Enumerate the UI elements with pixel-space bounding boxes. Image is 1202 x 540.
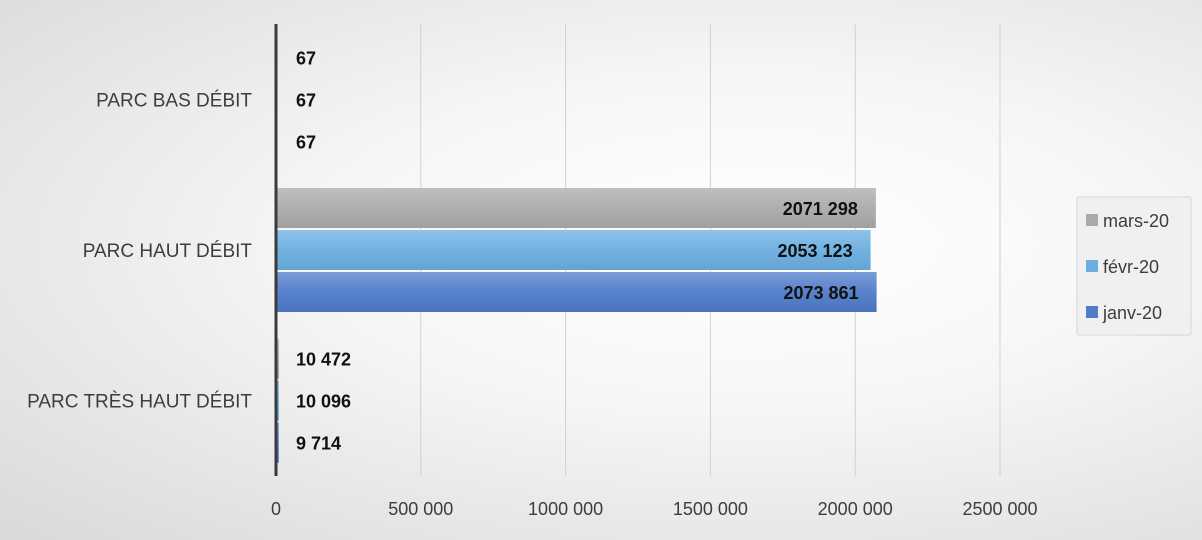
legend-swatch (1086, 306, 1098, 318)
legend-label: févr-20 (1103, 257, 1159, 277)
bar-sheen (276, 230, 871, 270)
legend-label: mars-20 (1103, 211, 1169, 231)
data-label: 2053 123 (778, 241, 853, 261)
data-label: 10 096 (296, 392, 351, 412)
legend-swatch (1086, 214, 1098, 226)
data-label: 2073 861 (784, 283, 859, 303)
data-label: 67 (296, 48, 316, 68)
data-label: 2071 298 (783, 199, 858, 219)
x-tick-label: 500 000 (388, 499, 453, 519)
legend: mars-20 févr-20 janv-20 (1076, 196, 1192, 336)
x-tick-label: 1500 000 (673, 499, 748, 519)
category-label: PARC HAUT DÉBIT (83, 241, 253, 262)
bar-sheen (276, 338, 280, 379)
x-tick-label: 2500 000 (962, 499, 1037, 519)
legend-box (1076, 196, 1192, 336)
data-label: 9 714 (296, 434, 341, 454)
x-tick-label: 2000 000 (818, 499, 893, 519)
data-label: 67 (296, 132, 316, 152)
bar-sheen (276, 272, 877, 312)
legend-label: janv-20 (1102, 303, 1162, 323)
x-tick-label: 0 (271, 499, 281, 519)
data-label: 10 472 (296, 350, 351, 370)
category-label: PARC BAS DÉBIT (96, 90, 252, 111)
category-label: PARC TRÈS HAUT DÉBIT (27, 392, 252, 413)
legend-swatch (1086, 260, 1098, 272)
data-label: 67 (296, 90, 316, 110)
x-tick-label: 1000 000 (528, 499, 603, 519)
bar-sheen (276, 188, 876, 228)
